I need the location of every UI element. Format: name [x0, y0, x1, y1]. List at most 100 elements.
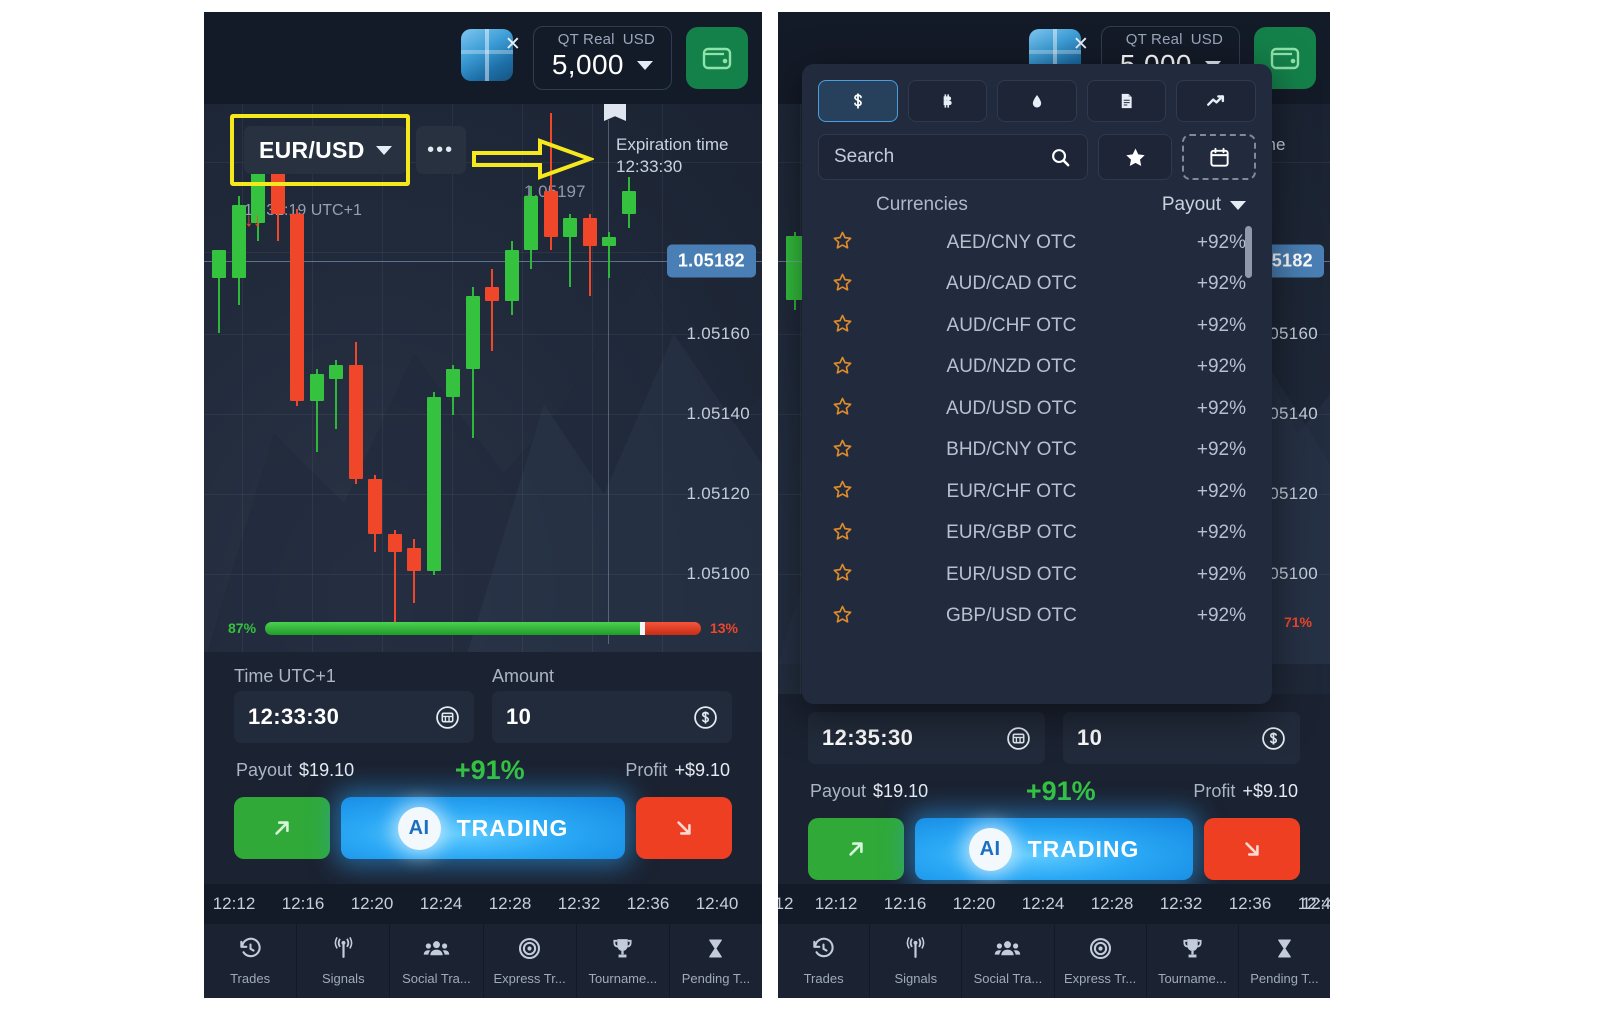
scrollbar-track[interactable]: [1245, 226, 1254, 606]
star-outline-icon[interactable]: [832, 521, 866, 546]
double-arrow-down-icon: ↓↓: [244, 210, 262, 231]
asset-list-item[interactable]: BHD/CNY OTC +92%: [818, 430, 1256, 472]
search-icon[interactable]: [1049, 146, 1072, 169]
time-input[interactable]: 12:33:30: [234, 691, 474, 743]
favorites-button[interactable]: [1098, 134, 1172, 180]
balance-caption: QT Real USD: [550, 31, 655, 48]
chevron-down-icon[interactable]: [636, 60, 653, 70]
asset-item-name: EUR/GBP OTC: [946, 522, 1077, 544]
put-button[interactable]: [636, 797, 732, 859]
wallet-button[interactable]: [686, 27, 748, 89]
scrollbar-thumb[interactable]: [1245, 226, 1252, 278]
payout-label: Payout: [810, 780, 867, 801]
tab-crypto[interactable]: [907, 80, 988, 122]
balance-selector[interactable]: QT Real USD 5,000: [532, 26, 672, 90]
star-outline-icon[interactable]: [832, 562, 866, 587]
asset-list-item[interactable]: GBP/USD OTC +92%: [818, 596, 1256, 638]
calendar-keypad-icon[interactable]: [435, 705, 460, 730]
nav-item-tourname[interactable]: Tourname...: [1147, 924, 1239, 998]
nav-item-social-tra[interactable]: Social Tra...: [390, 924, 484, 998]
nav-item-label: Signals: [894, 971, 938, 986]
nav-item-signals[interactable]: Signals: [870, 924, 963, 998]
ai-trading-button[interactable]: AI TRADING: [341, 797, 625, 859]
tab-stocks[interactable]: [1086, 80, 1167, 122]
star-outline-icon[interactable]: [832, 438, 866, 463]
calendar-keypad-icon[interactable]: [1006, 726, 1031, 751]
star-outline-icon[interactable]: [832, 396, 866, 421]
dollar-circle-icon[interactable]: [1261, 726, 1286, 751]
expiration-label: Expiration time: [616, 135, 729, 154]
trade-panel-left: Time UTC+1 Amount 12:33:30 10: [204, 652, 762, 884]
amount-input[interactable]: 10: [1063, 712, 1300, 764]
nav-item-pending-t[interactable]: Pending T...: [670, 924, 762, 998]
star-outline-icon[interactable]: [832, 313, 866, 338]
star-outline-icon[interactable]: [832, 272, 866, 297]
close-icon[interactable]: ✕: [504, 34, 521, 55]
dollar-circle-icon[interactable]: [693, 705, 718, 730]
asset-item-payout: +92%: [1196, 356, 1246, 378]
tab-commodities[interactable]: [997, 80, 1077, 122]
ai-trading-button[interactable]: AI TRADING: [915, 818, 1193, 880]
tab-currencies[interactable]: [818, 80, 898, 122]
asset-more-button[interactable]: •••: [415, 126, 466, 174]
asset-list-item[interactable]: AUD/NZD OTC +92%: [818, 347, 1256, 389]
candlestick: [309, 369, 324, 452]
gift-box-icon[interactable]: [460, 29, 513, 81]
nav-item-social-tra[interactable]: Social Tra...: [962, 924, 1055, 998]
put-button[interactable]: [1204, 818, 1300, 880]
asset-list-item[interactable]: AED/CNY OTC +92%: [818, 222, 1256, 264]
asset-selector-button[interactable]: EUR/USD: [244, 126, 407, 174]
expiration-time: 12:33:30: [616, 157, 683, 177]
current-price-badge: 1.05182: [666, 244, 756, 278]
asset-list[interactable]: AED/CNY OTC +92% AUD/CAD OTC +92% AUD/CHF OT…: [818, 222, 1256, 704]
close-icon[interactable]: ✕: [1072, 34, 1089, 55]
star-outline-icon[interactable]: [832, 230, 866, 255]
candle-body: [231, 204, 246, 278]
asset-dropdown[interactable]: Search: [802, 64, 1272, 704]
time-tick: 12:20: [952, 894, 996, 913]
asset-item-payout: +92%: [1196, 480, 1246, 502]
payout-block: Payout $19.10: [236, 760, 354, 781]
asset-list-item[interactable]: AUD/USD OTC +92%: [818, 388, 1256, 430]
nav-item-signals[interactable]: Signals: [297, 924, 391, 998]
star-outline-icon[interactable]: [832, 479, 866, 504]
payout-sort-button[interactable]: Payout: [1162, 194, 1246, 216]
nav-item-trades[interactable]: Trades: [204, 924, 298, 998]
asset-list-item[interactable]: EUR/USD OTC +92%: [818, 554, 1256, 596]
chevron-down-icon[interactable]: [375, 145, 392, 155]
gift-promo[interactable]: ✕: [460, 29, 521, 87]
star-outline-icon[interactable]: [832, 355, 866, 380]
arrow-up-right-icon: [275, 821, 289, 835]
nav-item-express-tr[interactable]: Express Tr...: [1055, 924, 1147, 998]
document-icon: [1121, 93, 1132, 109]
asset-selector-row[interactable]: EUR/USD •••: [244, 126, 466, 174]
asset-list-item[interactable]: AUD/CHF OTC +92%: [818, 305, 1256, 347]
time-tick: 12:36: [626, 894, 670, 913]
nav-item-express-tr[interactable]: Express Tr...: [484, 924, 577, 998]
gridline: [242, 104, 243, 998]
nav-item-pending-t[interactable]: Pending T...: [1239, 924, 1330, 998]
call-button[interactable]: [234, 797, 330, 859]
asset-item-name: AUD/CHF OTC: [946, 314, 1077, 336]
candlestick: [524, 186, 538, 269]
time-tick: 12:16: [281, 894, 325, 913]
candlestick: [543, 113, 558, 251]
people-group-icon: [994, 936, 1021, 966]
amount-input[interactable]: 10: [492, 691, 732, 743]
sentiment-track: [265, 621, 701, 635]
search-input[interactable]: Search: [818, 134, 1088, 180]
sentiment-knob: [640, 621, 645, 635]
nav-item-label: Trades: [230, 971, 271, 986]
nav-item-trades[interactable]: Trades: [778, 924, 871, 998]
star-outline-icon[interactable]: [832, 604, 866, 629]
calendar-button[interactable]: [1182, 134, 1256, 180]
asset-item-payout: +92%: [1196, 439, 1246, 461]
account-type-label: QT Real: [557, 31, 615, 48]
call-button[interactable]: [808, 818, 904, 880]
time-input[interactable]: 12:35:30: [808, 712, 1045, 764]
asset-list-item[interactable]: AUD/CAD OTC +92%: [818, 264, 1256, 306]
nav-item-tourname[interactable]: Tourname...: [577, 924, 670, 998]
tab-indices[interactable]: [1176, 80, 1256, 122]
asset-list-item[interactable]: EUR/CHF OTC +92%: [818, 471, 1256, 513]
asset-list-item[interactable]: EUR/GBP OTC +92%: [818, 513, 1256, 555]
